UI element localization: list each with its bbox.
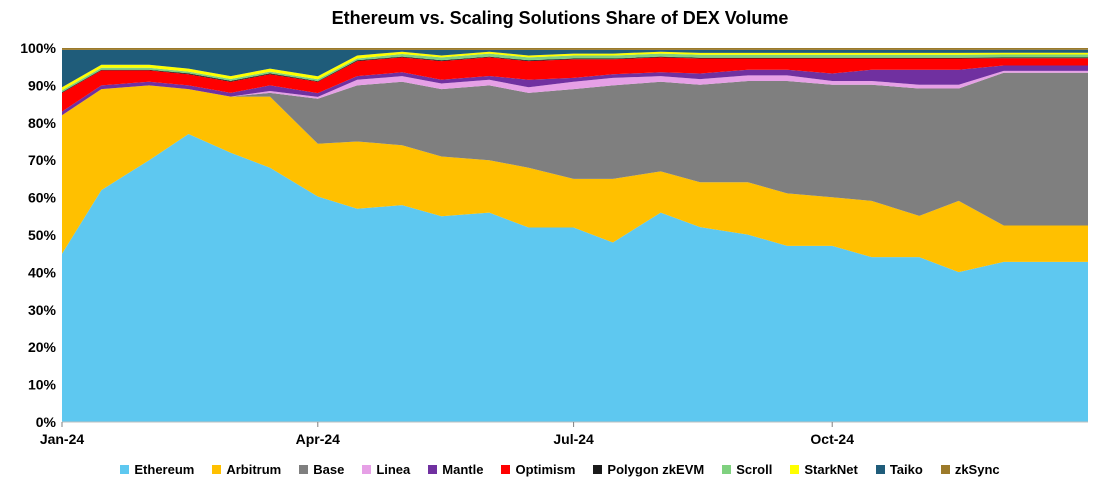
legend-label: Ethereum: [134, 462, 195, 477]
x-tick-label: Jan-24: [40, 431, 85, 447]
y-tick-label: 10%: [28, 377, 57, 393]
area-series-zksync: [62, 48, 1088, 50]
y-tick-label: 70%: [28, 152, 57, 168]
area-series-starknet: [62, 51, 1088, 91]
legend-label: Taiko: [889, 462, 923, 477]
legend-label: zkSync: [954, 462, 1000, 477]
legend-label: Optimism: [515, 462, 576, 477]
area-series-linea: [62, 70, 1088, 116]
legend-swatch: [501, 465, 511, 474]
y-tick-label: 20%: [28, 339, 57, 355]
legend-swatch: [362, 465, 372, 474]
x-tick-label: Jul-24: [553, 431, 594, 447]
legend-item-mantle: Mantle: [428, 462, 483, 477]
legend-item-zksync: zkSync: [940, 462, 1000, 477]
legend-swatch: [940, 465, 950, 474]
y-tick-label: 60%: [28, 190, 57, 206]
legend-item-ethereum: Ethereum: [120, 462, 194, 477]
y-tick-label: 30%: [28, 302, 57, 318]
area-series-ethereum: [62, 134, 1088, 422]
area-series-taiko: [62, 49, 1088, 88]
legend-item-starknet: StarkNet: [790, 462, 858, 477]
area-series-mantle: [62, 65, 1088, 116]
area-series-arbitrum: [62, 85, 1088, 273]
legend-item-base: Base: [299, 462, 344, 477]
area-series-scroll: [62, 53, 1088, 93]
legend-swatch: [299, 465, 309, 474]
legend-item-scroll: Scroll: [722, 462, 772, 477]
legend-item-optimism: Optimism: [501, 462, 575, 477]
legend-label: Polygon zkEVM: [607, 462, 705, 477]
area-series-base: [62, 72, 1088, 226]
legend-label: Mantle: [442, 462, 484, 477]
legend-swatch: [428, 465, 438, 474]
legend-swatch: [790, 465, 800, 474]
legend-swatch: [722, 465, 732, 474]
legend-label: Arbitrum: [226, 462, 282, 477]
legend-swatch: [593, 465, 603, 474]
legend-item-taiko: Taiko: [875, 462, 923, 477]
x-tick-label: Oct-24: [810, 431, 854, 447]
legend: Ethereum Arbitrum Base Linea Mantle Optimism P…: [0, 462, 1120, 477]
chart-title: Ethereum vs. Scaling Solutions Share of …: [331, 8, 789, 28]
area-layers: [62, 48, 1088, 422]
legend-swatch: [875, 465, 885, 474]
y-tick-label: 40%: [28, 264, 57, 280]
area-series-optimism: [62, 57, 1088, 112]
y-tick-label: 90%: [28, 77, 57, 93]
legend-label: Scroll: [736, 462, 773, 477]
y-tick-label: 50%: [28, 227, 57, 243]
legend-label: StarkNet: [804, 462, 858, 477]
legend-item-arbitrum: Arbitrum: [212, 462, 281, 477]
legend-item-polygon-zkevm: Polygon zkEVM: [593, 462, 704, 477]
legend-swatch: [120, 465, 130, 474]
y-tick-label: 100%: [20, 40, 56, 56]
legend-item-linea: Linea: [362, 462, 410, 477]
y-tick-label: 0%: [36, 414, 57, 430]
y-tick-label: 80%: [28, 115, 57, 131]
legend-swatch: [212, 465, 222, 474]
x-tick-label: Apr-24: [296, 431, 341, 447]
legend-label: Linea: [376, 462, 411, 477]
legend-label: Base: [313, 462, 345, 477]
